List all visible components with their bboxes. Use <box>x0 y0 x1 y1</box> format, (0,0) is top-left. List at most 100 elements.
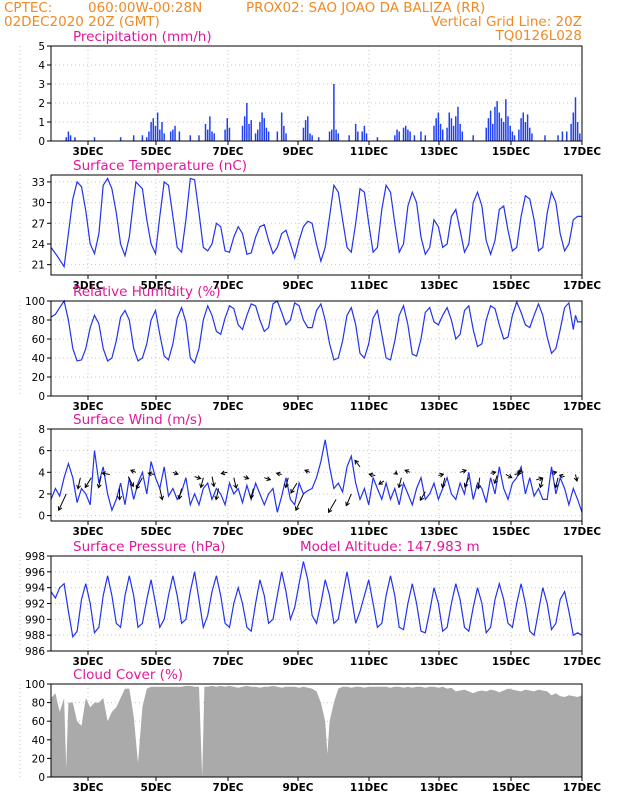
y-tick-label: 40 <box>32 735 45 747</box>
header-source: CPTEC: <box>4 0 53 16</box>
precip-bar <box>333 84 335 141</box>
x-tick-label: 11DEC <box>350 401 389 413</box>
precip-bar <box>307 116 309 141</box>
y-tick-label: 80 <box>32 698 45 710</box>
x-tick-label: 9DEC <box>283 146 314 158</box>
panel-frame <box>50 683 583 778</box>
precip-bar <box>513 135 516 141</box>
y-tick-label: 0 <box>38 391 45 403</box>
precip-bar <box>198 135 200 141</box>
y-tick-label: 0 <box>38 772 45 784</box>
precip-bar <box>354 123 357 141</box>
wind-arrow-head <box>147 471 153 477</box>
precip-bar <box>259 122 261 141</box>
y-tick-label: 2 <box>38 98 45 110</box>
wind-arrow-head <box>368 472 374 478</box>
y-tick-label: 5 <box>38 41 45 53</box>
y-tick-label: 40 <box>32 353 45 365</box>
wind-arrow <box>464 477 470 487</box>
wind-arrow-head <box>129 482 134 488</box>
x-tick-label: 3DEC <box>73 656 104 668</box>
x-tick-label: 17DEC <box>563 782 602 794</box>
series-line <box>50 177 582 269</box>
precip-bar <box>574 97 577 141</box>
wind-arrow <box>285 477 289 488</box>
precip-bar <box>520 118 522 141</box>
precip-bar <box>67 131 70 141</box>
wind-arrow <box>102 472 110 475</box>
x-tick-label: 11DEC <box>350 526 389 538</box>
wind-arrow <box>574 474 578 482</box>
precip-bar <box>254 133 257 141</box>
panel-title: Cloud Cover (%) <box>73 667 183 683</box>
wind-arrow-head <box>101 471 107 477</box>
x-tick-label: 15DEC <box>492 401 531 413</box>
precip-bar <box>435 118 437 141</box>
precip-bar <box>209 116 211 141</box>
x-tick-label: 5DEC <box>141 782 172 794</box>
y-tick-label: 3 <box>38 79 45 91</box>
wind-arrow-head <box>117 495 123 501</box>
x-tick-label: 15DEC <box>492 782 531 794</box>
x-tick-label: 9DEC <box>283 401 314 413</box>
y-tick-label: 60 <box>32 716 45 728</box>
precip-bar <box>159 129 161 141</box>
precip-bar <box>544 135 546 141</box>
precip-bar <box>439 123 442 141</box>
wind-arrow-head <box>135 484 141 490</box>
precip-bar <box>572 112 575 141</box>
precip-bar <box>518 129 520 141</box>
x-tick-label: 17DEC <box>563 401 602 413</box>
x-tick-label: 7DEC <box>213 280 244 292</box>
precip-bar <box>566 131 568 141</box>
precip-bar <box>241 125 244 141</box>
y-tick-label: 100 <box>25 296 45 308</box>
wind-arrow-head <box>220 470 226 476</box>
y-tick-label: 4 <box>38 60 45 72</box>
wind-arrow <box>77 477 81 489</box>
precip-bar <box>132 135 135 141</box>
y-tick-label: 998 <box>25 551 45 563</box>
precip-bar <box>472 135 474 141</box>
precip-bar <box>302 127 305 141</box>
x-tick-label: 15DEC <box>492 526 531 538</box>
x-tick-label: 15DEC <box>492 280 531 292</box>
wind-arrow-head <box>553 483 559 489</box>
x-tick-label: 7DEC <box>213 782 244 794</box>
header-datetime: 02DEC2020 20Z (GMT) <box>4 14 160 30</box>
x-tick-label: 5DEC <box>141 656 172 668</box>
precip-bar <box>496 101 498 141</box>
precip-bar <box>250 120 252 141</box>
wind-arrow <box>233 477 237 489</box>
y-tick-label: 20 <box>32 372 45 384</box>
precip-bar <box>213 133 215 141</box>
x-tick-label: 7DEC <box>213 526 244 538</box>
precip-bar <box>256 129 259 141</box>
wind-arrow-head <box>177 494 183 500</box>
precip-bar <box>228 127 231 141</box>
x-tick-label: 3DEC <box>73 526 104 538</box>
wind-arrow-head <box>199 483 205 489</box>
precip-bar <box>311 135 313 141</box>
precip-bar <box>348 135 350 141</box>
panel-0: 0 1 2 3 4 5 3DEC 5DEC 7DEC 9DEC 11DEC 13DEC 15DEC 17D… <box>19 29 601 158</box>
wind-arrow <box>264 477 271 481</box>
y-tick-label: 100 <box>25 679 45 691</box>
precip-bar <box>396 129 398 141</box>
wind-arrow-head <box>214 495 220 501</box>
precip-bar <box>224 129 226 141</box>
precip-bar <box>246 103 248 141</box>
wind-arrow <box>58 493 67 511</box>
x-tick-label: 13DEC <box>420 146 459 158</box>
wind-arrow <box>194 476 201 480</box>
panel-3: 0 2 4 6 8 3DEC 5DEC 7DEC 9DEC 11DEC 13DEC 15DEC 17DE… <box>19 412 601 538</box>
precip-bar <box>330 129 333 141</box>
wind-arrow-head <box>538 483 544 489</box>
wind-arrow <box>221 471 228 475</box>
precip-bar <box>211 131 213 141</box>
precip-bar <box>511 131 514 141</box>
wind-arrow-head <box>328 508 333 514</box>
precip-bar <box>485 127 487 141</box>
precip-bar <box>283 125 285 141</box>
precip-bar <box>174 125 176 141</box>
